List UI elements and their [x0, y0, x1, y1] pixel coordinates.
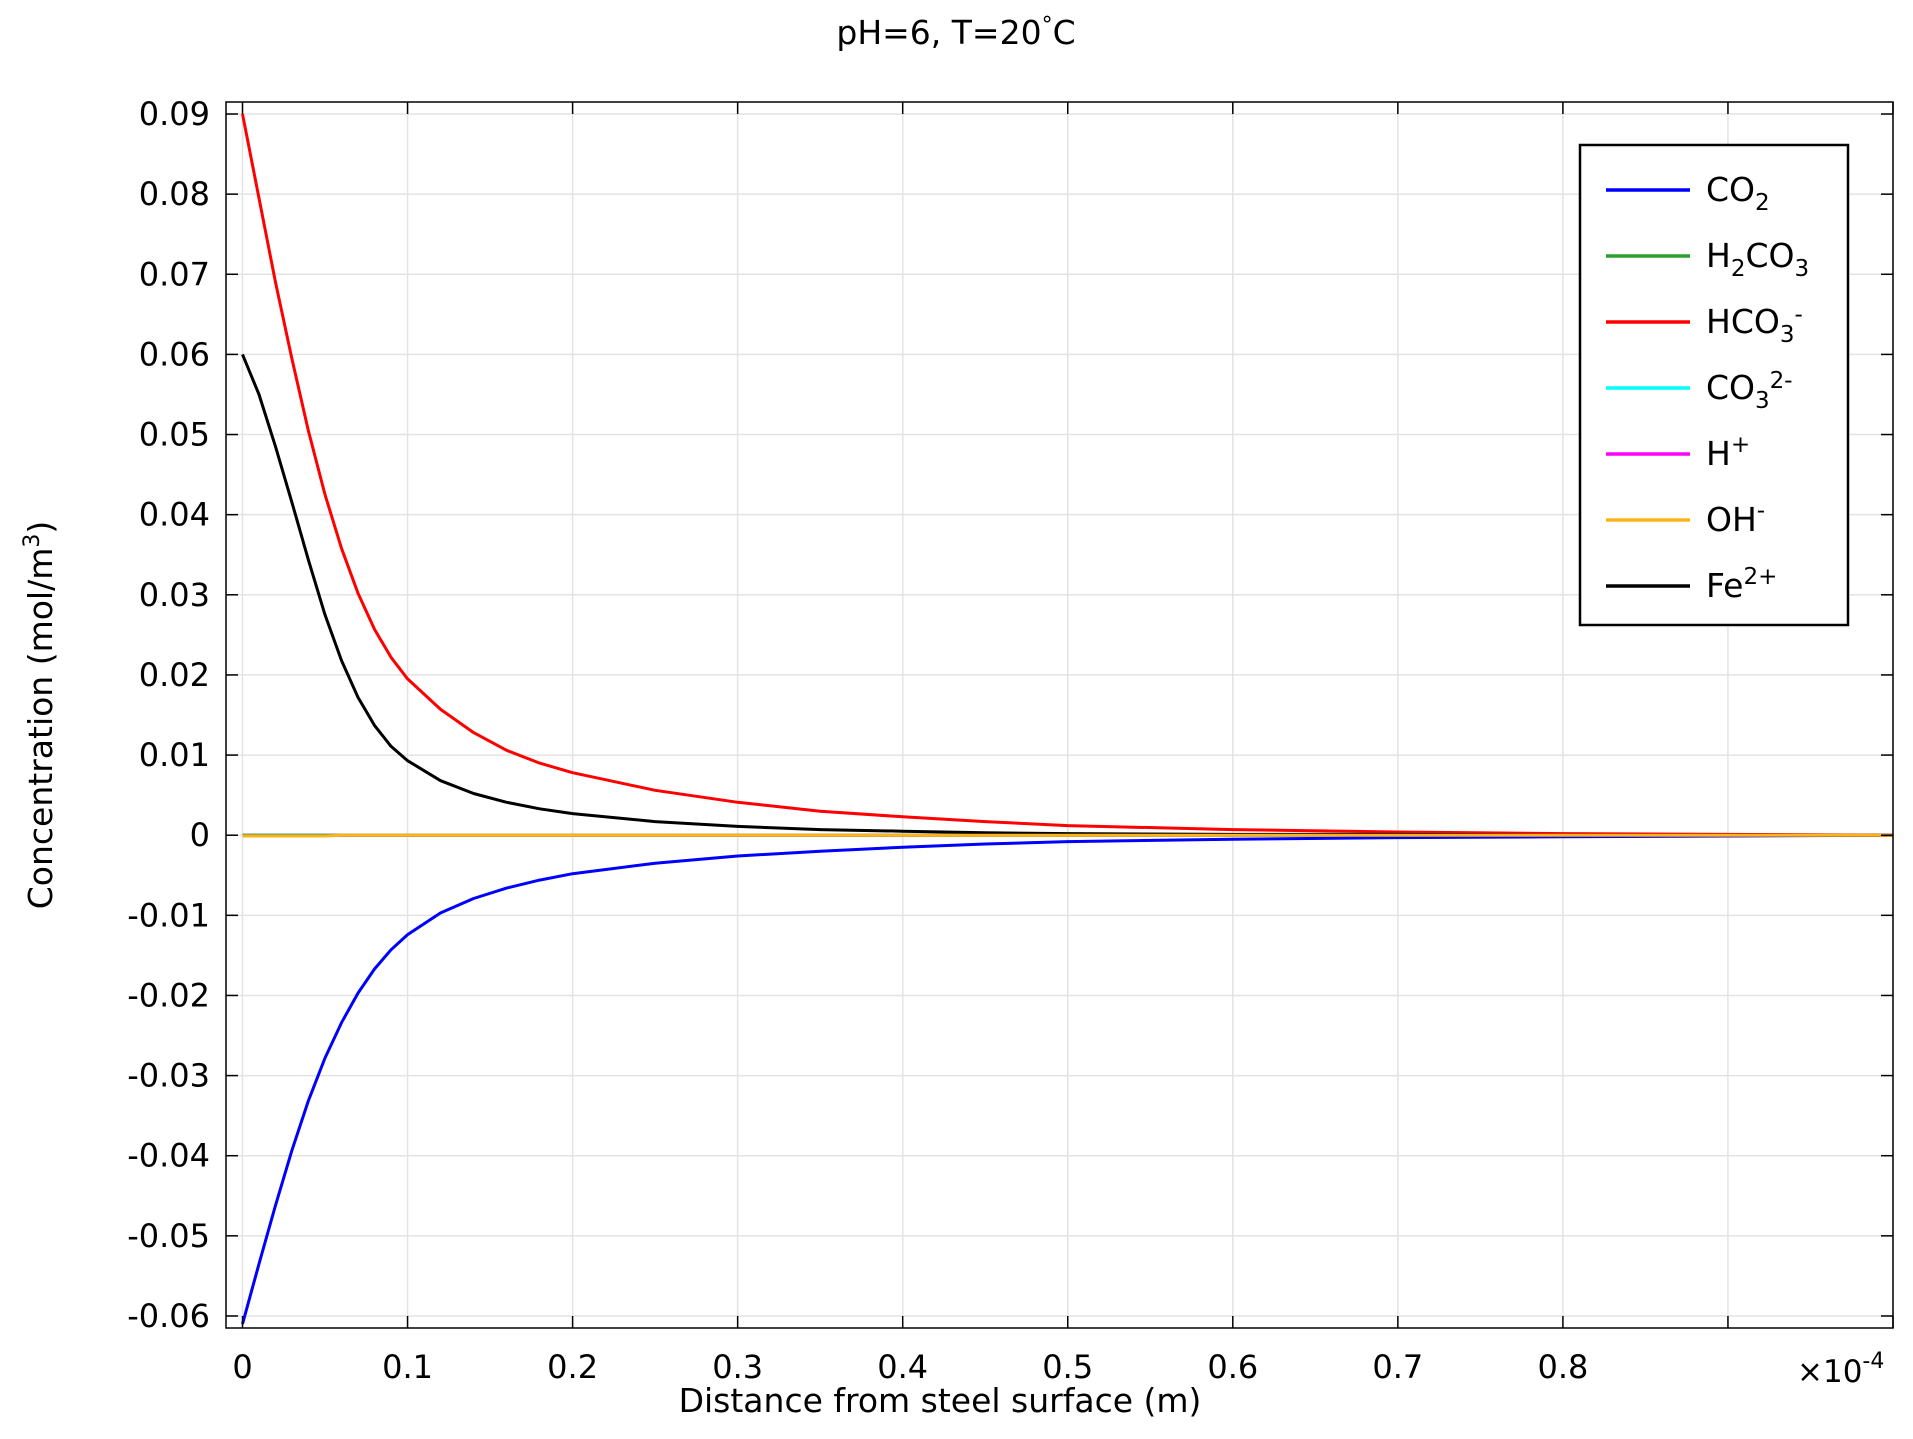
legend-label: OH- — [1706, 498, 1765, 539]
y-tick-label: 0.03 — [139, 576, 210, 614]
y-tick-label: 0.08 — [139, 175, 210, 213]
x-tick-label: 0.5 — [1042, 1348, 1093, 1386]
legend-label: H2CO3 — [1706, 236, 1809, 282]
legend-label: H+ — [1706, 432, 1750, 473]
y-axis-label: Concentration (mol/m3) — [20, 521, 60, 909]
x-multiplier: ×10-4 — [1797, 1349, 1884, 1390]
y-tick-label: 0.05 — [139, 416, 210, 454]
x-tick-label: 0.4 — [877, 1348, 928, 1386]
legend-box — [1578, 143, 1850, 627]
legend-items: CO2 H2CO3 HCO3- CO32- H+ OH- Fe2+ — [1606, 170, 1809, 605]
axis-ticks: 0 0.1 0.2 0.3 0.4 0.5 0.6 0.7 0.8 0.09 0.08 0.07 0.0… — [127, 95, 1894, 1386]
y-tick-label: -0.02 — [127, 976, 210, 1014]
x-tick-label: 0.6 — [1207, 1348, 1258, 1386]
y-tick-label: -0.06 — [127, 1297, 210, 1335]
y-tick-label: -0.03 — [127, 1057, 210, 1095]
series-line-co2 — [241, 833, 1894, 1325]
plot-lines — [241, 113, 1894, 1325]
y-tick-label: 0.01 — [139, 736, 210, 774]
y-tick-label: 0.07 — [139, 255, 210, 293]
x-tick-label: 0.3 — [712, 1348, 763, 1386]
x-axis-label: Distance from steel surface (m) — [679, 1381, 1202, 1420]
legend-label: CO32- — [1706, 368, 1793, 414]
y-tick-label: 0.09 — [139, 95, 210, 133]
y-tick-label: -0.04 — [127, 1137, 210, 1175]
legend-label: CO2 — [1706, 170, 1770, 216]
y-tick-label: -0.05 — [127, 1217, 210, 1255]
x-tick-label: 0.1 — [382, 1348, 433, 1386]
y-tick-label: 0.02 — [139, 656, 210, 694]
y-tick-label: -0.01 — [127, 896, 210, 934]
series-line-oh- — [242, 833, 1893, 838]
y-tick-label: 0.04 — [139, 496, 210, 534]
x-tick-label: 0.7 — [1372, 1348, 1423, 1386]
legend-label: Fe2+ — [1706, 564, 1777, 605]
x-tick-label: 0.8 — [1537, 1348, 1588, 1386]
plot-frame — [225, 101, 1894, 1329]
chart-title: pH=6, T=20°C — [836, 13, 1075, 52]
series-line-hco3- — [241, 113, 1894, 837]
legend-label: HCO3- — [1706, 302, 1803, 348]
y-tick-label: 0 — [190, 816, 210, 854]
y-tick-label: 0.06 — [139, 335, 210, 373]
x-tick-label: 0.2 — [547, 1348, 598, 1386]
x-tick-label: 0 — [232, 1348, 252, 1386]
legend: CO2 H2CO3 HCO3- CO32- H+ OH- Fe2+ — [1578, 143, 1850, 627]
